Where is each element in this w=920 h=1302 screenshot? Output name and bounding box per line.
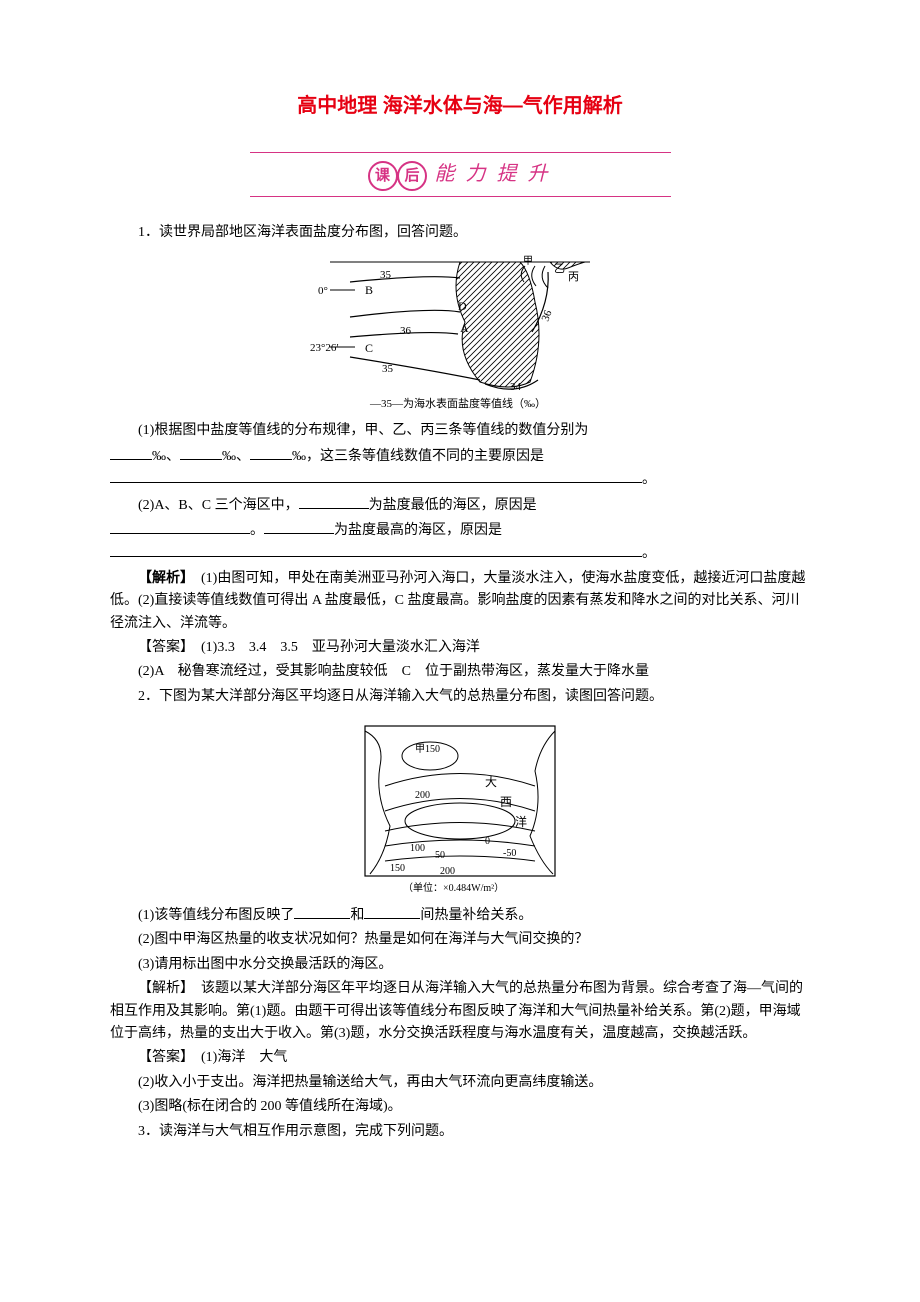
q1-ans1: (1)3.3 3.4 3.5 亚马孙河大量淡水汇入海洋 [187,640,480,655]
label-A: A [460,321,469,335]
q2-200a: 200 [415,790,430,801]
banner-text: 能 力 提 升 [435,163,551,185]
q2-p1a: (1)该等值线分布图反映了 [138,908,294,923]
q2-yang: 洋 [515,814,527,829]
q1-analysis: 【解析】 (1)由图可知，甲处在南美洲亚马孙河入海口，大量淡水注入，使海水盐度变… [110,568,810,635]
lat-23: 23°26′ [310,342,339,354]
q2-answer2: (2)收入小于支出。海洋把热量输送给大气，再由大气环流向更高纬度输送。 [110,1072,810,1094]
q2-p1c: 间热量补给关系。 [420,908,532,923]
q2-p1: (1)该等值线分布图反映了 和 间热量补给关系。 [110,904,810,927]
q1-answer2: (2)A 秘鲁寒流经过，受其影响盐度较低 C 位于副热带海区，蒸发量大于降水量 [110,661,810,683]
label-D: D [458,299,467,313]
q1-fig-caption: —35—为海水表面盐度等值线（‰） [369,396,546,410]
q2-analysis-text: 该题以某大洋部分海区年平均逐日从海洋输入大气的总热量分布图为背景。综合考查了海—… [110,981,803,1041]
q2-answer1: 【答案】 (1)海洋 大气 [110,1047,810,1069]
q1-t3: ‰，这三条等值线数值不同的主要原因是 [292,449,544,464]
q2-jia150: 甲150 [415,744,440,755]
q1-p1-line: 。 [110,468,810,491]
q2-p1b: 和 [350,908,364,923]
q1-analysis-text: (1)由图可知，甲处在南美洲亚马孙河入海口，大量淡水注入，使海水盐度变低，越接近… [110,571,805,631]
q2-analysis: 【解析】 该题以某大洋部分海区年平均逐日从海洋输入大气的总热量分布图为背景。综合… [110,978,810,1045]
q1-t2: ‰、 [222,449,250,464]
label-yi: 乙 [554,262,565,275]
q2-100: 100 [410,843,425,854]
iso-36b: 36 [540,309,555,324]
q2-answer3: (3)图略(标在闭合的 200 等值线所在海域)。 [110,1096,810,1118]
q1-p1-blanks: ‰、 ‰、 ‰，这三条等值线数值不同的主要原因是 [110,445,810,468]
q1-p2-line2: 。 [110,542,810,565]
q1-p2: (2)A、B、C 三个海区中， 为盐度最低的海区，原因是 [110,494,810,517]
label-C: C [365,341,373,355]
q2-150: 150 [390,863,405,874]
label-bing: 丙 [568,271,579,283]
q2-xi: 西 [500,795,512,809]
q1-p1: (1)根据图中盐度等值线的分布规律，甲、乙、丙三条等值线的数值分别为 [110,420,810,442]
q2-p3: (3)请用标出图中水分交换最活跃的海区。 [110,954,810,976]
banner-circle-1: 课 [368,161,398,191]
banner-circle-2: 后 [397,161,427,191]
q1-p1a: (1)根据图中盐度等值线的分布规律，甲、乙、丙三条等值线的数值分别为 [138,423,588,438]
q1-figure: 35 36 35 36 34 甲 乙 丙 0° 23°26′ B D A C —… [110,252,810,412]
iso-36a: 36 [400,325,412,337]
q2-p2: (2)图中甲海区热量的收支状况如何？热量是如何在海洋与大气间交换的？ [110,929,810,951]
page-title: 高中地理 海洋水体与海—气作用解析 [110,90,810,122]
label-B: B [365,283,373,297]
q2-stem: 2．下图为某大洋部分海区平均逐日从海洋输入大气的总热量分布图，读图回答问题。 [110,686,810,708]
q2-answer-label: 【答案】 [138,1050,187,1065]
q1-p2-line1: 。 为盐度最高的海区，原因是 [110,519,810,542]
q2-da: 大 [485,775,497,789]
q1-p2c: 。 [250,523,264,538]
lat-0: 0° [318,285,328,297]
q2-neg50: -50 [503,848,516,859]
q2-analysis-label: 【解析】 [138,981,187,996]
q2-ans1: (1)海洋 大气 [187,1050,287,1065]
q2-figure: 甲150 200 100 50 0 -50 150 200 大 西 洋 （单位：… [110,716,810,896]
section-banner: 课 后 能 力 提 升 [110,152,810,197]
q1-p2e: 。 [642,546,656,561]
q1-answer-label: 【答案】 [138,640,187,655]
label-jia: 甲 [523,256,533,267]
q1-analysis-label: 【解析】 [138,571,187,586]
q3-stem: 3．读海洋与大气相互作用示意图，完成下列问题。 [110,1121,810,1143]
iso-35a: 35 [380,269,392,281]
q1-p1end: 。 [642,472,656,487]
q1-answer1: 【答案】 (1)3.3 3.4 3.5 亚马孙河大量淡水汇入海洋 [110,637,810,659]
q1-p2a: (2)A、B、C 三个海区中， [138,498,299,513]
q2-200b: 200 [440,866,455,877]
iso-34: 34 [510,381,522,393]
q2-fig-caption: （单位：×0.484W/m²） [403,881,504,894]
q1-p2d: 为盐度最高的海区，原因是 [334,523,502,538]
q2-50: 50 [435,850,445,861]
iso-35b: 35 [382,363,394,375]
q1-stem: 1．读世界局部地区海洋表面盐度分布图，回答问题。 [110,222,810,244]
q1-p2b: 为盐度最低的海区，原因是 [369,498,537,513]
q2-0: 0 [485,836,490,847]
q1-t1: ‰、 [152,449,180,464]
